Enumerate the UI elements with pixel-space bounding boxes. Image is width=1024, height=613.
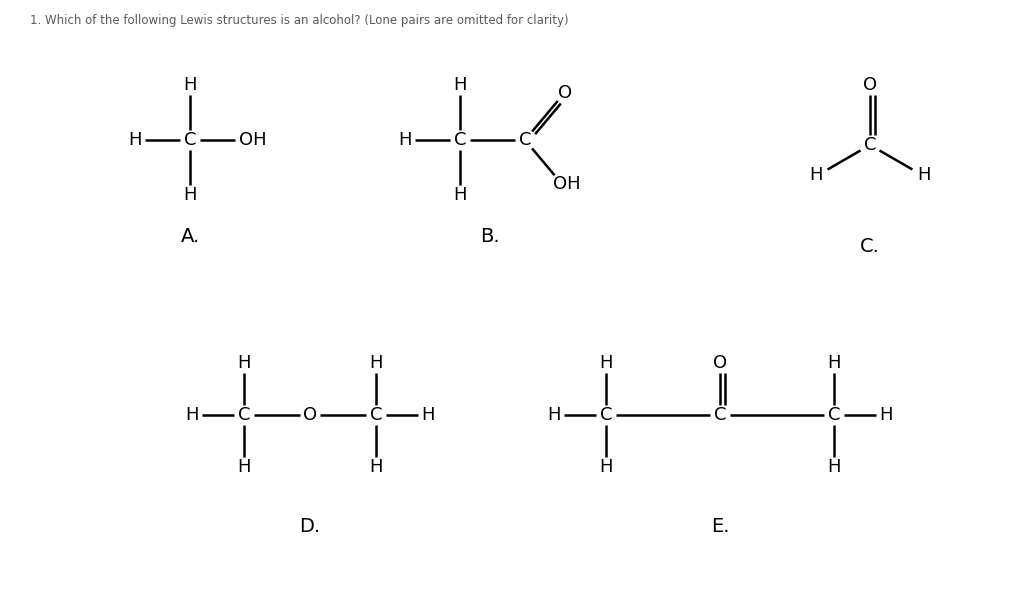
Text: C: C [238, 406, 250, 424]
Text: O: O [558, 83, 572, 102]
Text: O: O [713, 354, 727, 372]
Text: C: C [519, 131, 531, 149]
Text: O: O [863, 76, 878, 94]
Text: H: H [547, 406, 561, 424]
Text: H: H [599, 458, 612, 476]
Text: H: H [454, 186, 467, 204]
Text: H: H [370, 458, 383, 476]
Text: H: H [238, 458, 251, 476]
Text: C.: C. [860, 237, 880, 256]
Text: E.: E. [711, 517, 729, 536]
Text: C: C [454, 131, 466, 149]
Text: H: H [918, 166, 931, 184]
Text: H: H [185, 406, 199, 424]
Text: C: C [370, 406, 382, 424]
Text: C: C [183, 131, 197, 149]
Text: H: H [809, 166, 823, 184]
Text: H: H [880, 406, 893, 424]
Text: H: H [599, 354, 612, 372]
Text: H: H [421, 406, 435, 424]
Text: H: H [827, 354, 841, 372]
Text: B.: B. [480, 227, 500, 246]
Text: H: H [827, 458, 841, 476]
Text: H: H [128, 131, 141, 149]
Text: D.: D. [299, 517, 321, 536]
Text: C: C [864, 136, 877, 154]
Text: H: H [183, 76, 197, 94]
Text: OH: OH [553, 175, 581, 192]
Text: C: C [714, 406, 726, 424]
Text: C: C [600, 406, 612, 424]
Text: C: C [827, 406, 841, 424]
Text: H: H [238, 354, 251, 372]
Text: 1. Which of the following Lewis structures is an alcohol? (Lone pairs are omitte: 1. Which of the following Lewis structur… [30, 14, 568, 27]
Text: H: H [454, 76, 467, 94]
Text: H: H [398, 131, 412, 149]
Text: O: O [303, 406, 317, 424]
Text: A.: A. [180, 227, 200, 246]
Text: OH: OH [240, 131, 267, 149]
Text: H: H [370, 354, 383, 372]
Text: H: H [183, 186, 197, 204]
